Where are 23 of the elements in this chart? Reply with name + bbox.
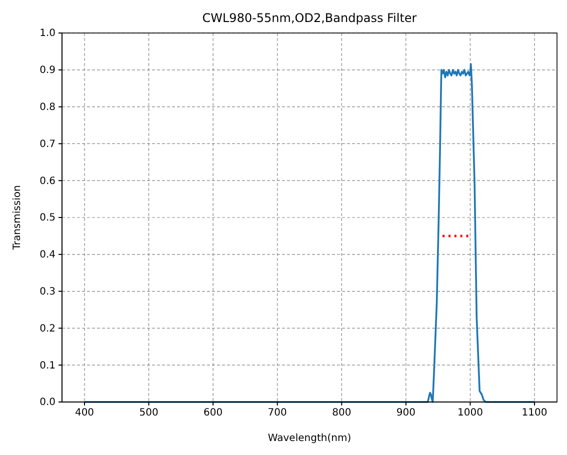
x-tick-label: 700 (268, 408, 287, 419)
y-tick-label: 0.5 (40, 212, 56, 224)
x-tick-label: 600 (204, 408, 223, 419)
y-tick-label: 0.9 (40, 65, 56, 76)
y-tick-label: 0.7 (40, 138, 56, 150)
x-tick-label: 1100 (522, 408, 548, 419)
x-tick-label: 1000 (457, 408, 483, 419)
y-tick-label: 0.2 (40, 323, 56, 334)
y-axis-title: Transmission (12, 185, 23, 251)
chart-title: CWL980-55nm,OD2,Bandpass Filter (202, 11, 417, 25)
x-tick-label: 900 (396, 408, 416, 419)
y-tick-label: 0.3 (40, 286, 56, 298)
y-tick-label: 1.0 (40, 28, 56, 40)
x-tick-label: 400 (74, 408, 94, 419)
y-tick-label: 0.1 (40, 360, 56, 372)
x-tick-label: 500 (139, 408, 158, 419)
y-tick-label: 0.4 (40, 250, 56, 261)
x-tick-label: 800 (332, 408, 352, 419)
y-tick-label: 0.6 (40, 176, 56, 187)
y-tick-label: 0.8 (40, 102, 56, 113)
x-axis-title: Wavelength(nm) (268, 433, 352, 444)
line-series (84, 63, 536, 403)
y-tick-label: 0.0 (40, 397, 56, 408)
